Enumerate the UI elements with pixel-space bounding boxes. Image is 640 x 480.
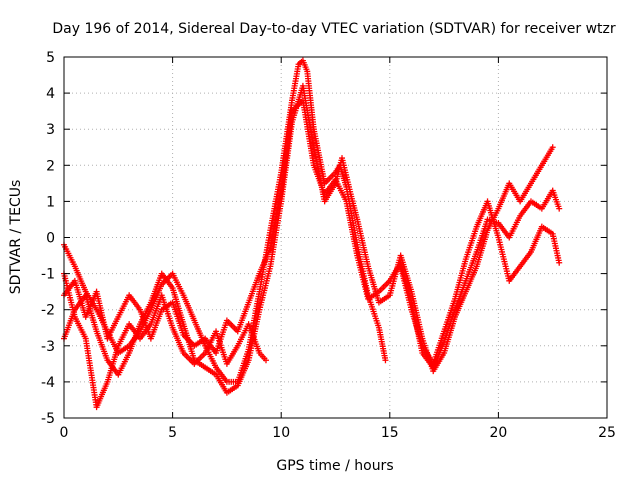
x-tick-label: 15 — [381, 425, 399, 441]
y-tick-label: -1 — [41, 267, 55, 283]
y-tick-label: 1 — [46, 194, 55, 210]
y-tick-label: 2 — [46, 158, 55, 174]
y-tick-label: 3 — [46, 122, 55, 138]
plot-frame — [63, 56, 608, 419]
data-points — [61, 57, 563, 411]
y-tick-label: -2 — [41, 303, 55, 319]
x-tick-label: 10 — [272, 425, 290, 441]
y-tick-label: 5 — [46, 50, 55, 66]
axis-ticks: 0 5 10 15 20 25 -5 -4 -3 -2 -1 0 1 2 3 4 5 — [41, 50, 616, 441]
data-point-track-c — [556, 205, 563, 212]
y-tick-label: -4 — [41, 375, 55, 391]
x-tick-label: 25 — [598, 425, 616, 441]
y-tick-label: 0 — [46, 231, 55, 247]
data-point-track-a — [382, 357, 389, 364]
data-point-track-d — [262, 357, 269, 364]
y-tick-label: -3 — [41, 339, 55, 355]
chart-title: Day 196 of 2014, Sidereal Day-to-day VTE… — [52, 21, 616, 37]
y-axis-label: SDTVAR / TECUs — [8, 180, 24, 295]
x-tick-label: 5 — [168, 425, 177, 441]
data-point-track-b — [549, 144, 556, 151]
x-tick-label: 20 — [489, 425, 507, 441]
y-tick-label: -5 — [41, 411, 55, 427]
x-tick-label: 0 — [60, 425, 69, 441]
grid-lines — [64, 57, 607, 418]
data-point-track-e — [556, 259, 563, 266]
y-tick-label: 4 — [46, 86, 55, 102]
x-axis-label: GPS time / hours — [276, 458, 393, 474]
